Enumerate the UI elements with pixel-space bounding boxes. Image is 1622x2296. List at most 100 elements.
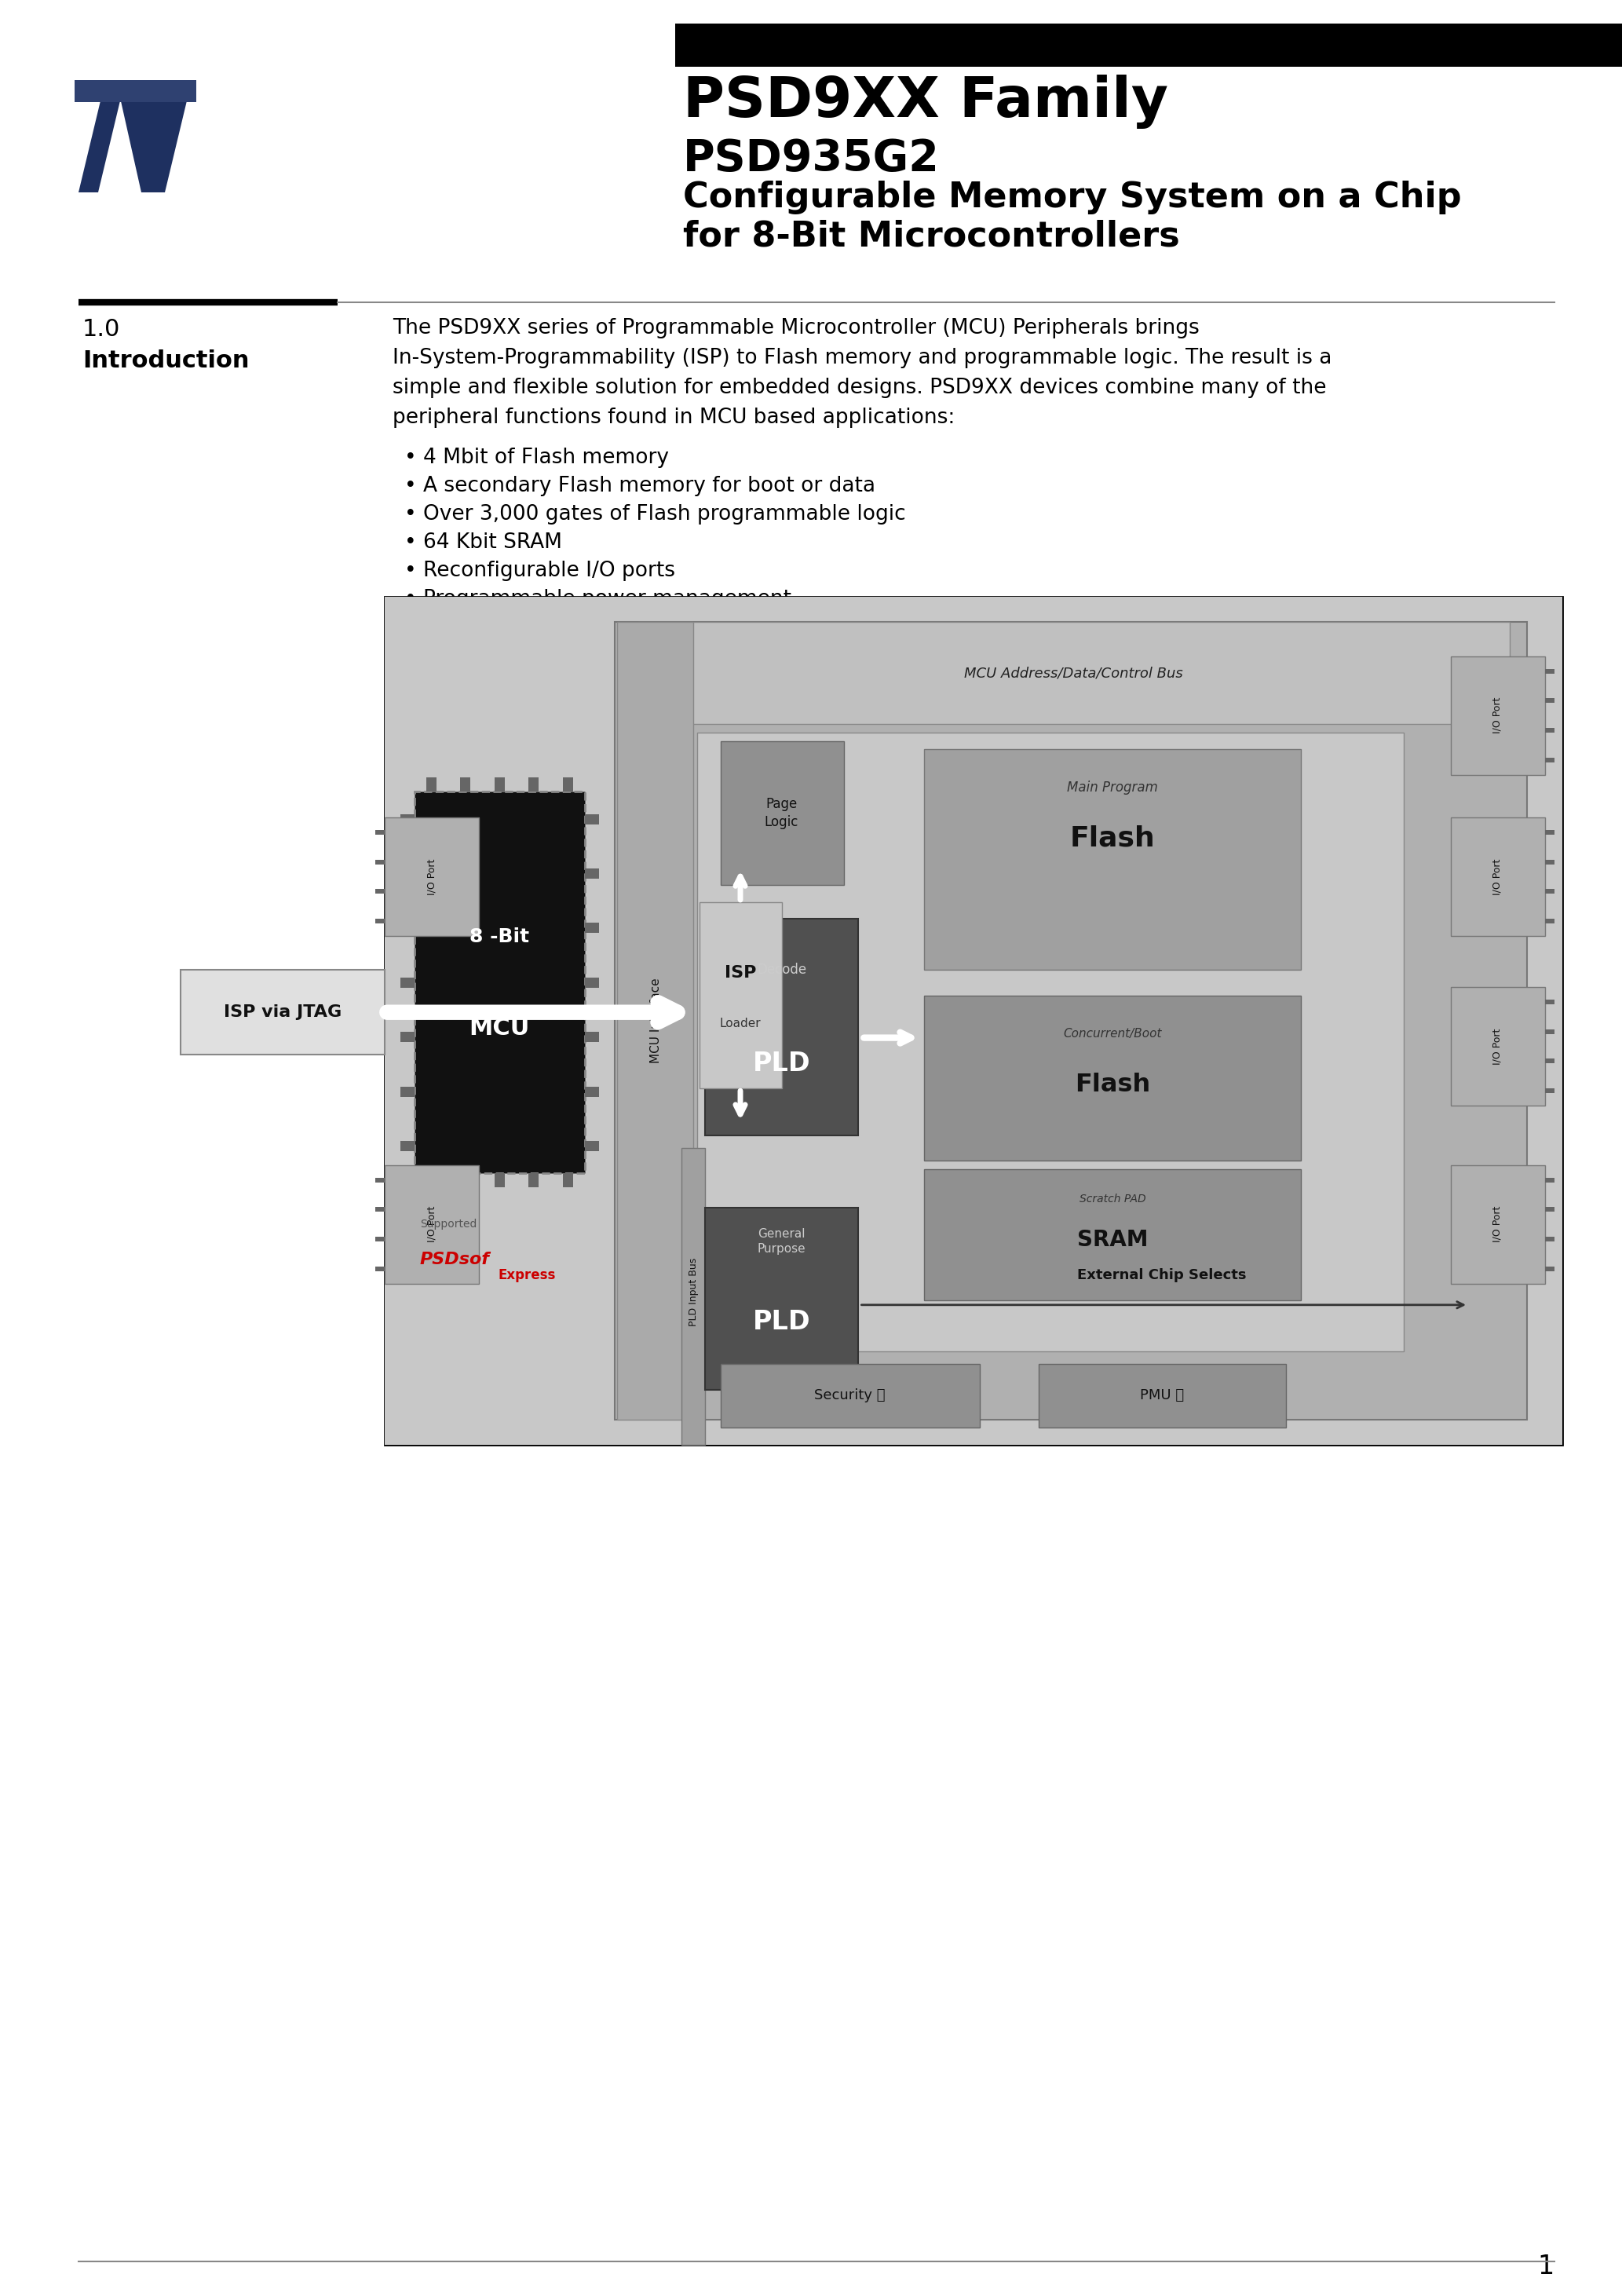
Bar bbox=[586, 923, 599, 932]
Bar bbox=[1544, 1029, 1554, 1033]
Bar bbox=[563, 778, 573, 792]
Bar bbox=[75, 80, 196, 101]
Bar bbox=[401, 1141, 414, 1150]
Bar bbox=[375, 889, 384, 893]
Bar bbox=[1544, 1267, 1554, 1272]
Bar bbox=[529, 1173, 539, 1187]
Text: Introduction: Introduction bbox=[83, 349, 250, 372]
Bar bbox=[495, 1173, 504, 1187]
Bar bbox=[375, 1178, 384, 1182]
Text: I/O Port: I/O Port bbox=[1492, 859, 1502, 895]
Text: PLD Input Bus: PLD Input Bus bbox=[688, 1258, 699, 1327]
Bar bbox=[75, 80, 196, 101]
Bar bbox=[706, 1208, 858, 1389]
Text: 8 -Bit: 8 -Bit bbox=[470, 928, 529, 946]
Bar bbox=[616, 622, 693, 1419]
Bar bbox=[1450, 987, 1544, 1107]
Text: 1.0: 1.0 bbox=[83, 319, 120, 340]
Text: Supported: Supported bbox=[420, 1219, 477, 1231]
Bar bbox=[427, 1173, 436, 1187]
Bar bbox=[1544, 1088, 1554, 1093]
Text: I/O Port: I/O Port bbox=[1492, 1205, 1502, 1242]
Bar bbox=[1450, 657, 1544, 774]
Polygon shape bbox=[120, 94, 188, 193]
Bar bbox=[427, 778, 436, 792]
Text: Loader: Loader bbox=[720, 1017, 761, 1029]
Text: • Reconfigurable I/O ports: • Reconfigurable I/O ports bbox=[404, 560, 675, 581]
Bar bbox=[384, 597, 1562, 1444]
Polygon shape bbox=[78, 94, 122, 193]
Bar bbox=[1450, 1164, 1544, 1283]
Bar bbox=[697, 732, 1403, 1352]
Text: Decode: Decode bbox=[757, 962, 806, 978]
Bar bbox=[1038, 1364, 1286, 1428]
Bar bbox=[925, 748, 1301, 969]
Bar bbox=[375, 859, 384, 863]
Text: ISP: ISP bbox=[725, 964, 756, 980]
Text: External Chip Selects: External Chip Selects bbox=[1077, 1267, 1247, 1281]
Text: ISP via JTAG: ISP via JTAG bbox=[224, 1003, 342, 1019]
Text: I/O Port: I/O Port bbox=[1492, 698, 1502, 735]
Bar bbox=[401, 923, 414, 932]
Bar bbox=[1450, 817, 1544, 937]
Bar bbox=[375, 1267, 384, 1272]
Bar bbox=[401, 1033, 414, 1042]
Bar bbox=[1544, 918, 1554, 923]
Bar bbox=[1544, 829, 1554, 833]
Text: MCU Interface: MCU Interface bbox=[650, 978, 662, 1063]
Text: • 64 Kbit SRAM: • 64 Kbit SRAM bbox=[404, 533, 563, 553]
Text: I/O Port: I/O Port bbox=[427, 859, 436, 895]
Text: simple and flexible solution for embedded designs. PSD9XX devices combine many o: simple and flexible solution for embedde… bbox=[393, 379, 1327, 397]
Bar bbox=[1544, 889, 1554, 893]
Text: SRAM: SRAM bbox=[1077, 1228, 1148, 1251]
Bar bbox=[375, 918, 384, 923]
Bar bbox=[414, 792, 586, 1173]
Text: MCU: MCU bbox=[469, 1017, 530, 1040]
Text: Security 🔒: Security 🔒 bbox=[814, 1389, 886, 1403]
Bar bbox=[681, 1148, 706, 1444]
Bar bbox=[180, 969, 384, 1054]
Text: for 8-Bit Microcontrollers: for 8-Bit Microcontrollers bbox=[683, 220, 1179, 253]
Bar bbox=[375, 1238, 384, 1242]
Bar bbox=[615, 622, 1526, 1419]
Bar bbox=[461, 778, 470, 792]
Bar bbox=[586, 868, 599, 879]
Text: The PSD9XX series of Programmable Microcontroller (MCU) Peripherals brings: The PSD9XX series of Programmable Microc… bbox=[393, 319, 1199, 338]
Bar bbox=[345, 978, 376, 1047]
Bar bbox=[1544, 668, 1554, 673]
Bar bbox=[1544, 1058, 1554, 1063]
Text: I/O Port: I/O Port bbox=[1492, 1029, 1502, 1065]
Bar bbox=[375, 1208, 384, 1212]
Bar bbox=[1544, 999, 1554, 1003]
Bar bbox=[563, 1173, 573, 1187]
Bar bbox=[586, 1141, 599, 1150]
Bar bbox=[925, 996, 1301, 1162]
Bar bbox=[375, 829, 384, 833]
Bar bbox=[720, 1364, 980, 1428]
Bar bbox=[1544, 1238, 1554, 1242]
Bar bbox=[699, 902, 782, 1088]
Text: • Programmable power management.: • Programmable power management. bbox=[404, 588, 798, 608]
Text: PMU 🔒: PMU 🔒 bbox=[1140, 1389, 1184, 1403]
Text: Main Program: Main Program bbox=[1067, 781, 1158, 794]
Bar bbox=[1544, 698, 1554, 703]
Bar bbox=[1544, 728, 1554, 732]
Bar bbox=[675, 23, 1622, 67]
Text: • 4 Mbit of Flash memory: • 4 Mbit of Flash memory bbox=[404, 448, 668, 468]
Bar bbox=[495, 778, 504, 792]
Bar bbox=[1544, 859, 1554, 863]
Bar bbox=[401, 868, 414, 879]
Bar bbox=[401, 815, 414, 824]
Text: Flash: Flash bbox=[1071, 824, 1155, 852]
Bar bbox=[529, 778, 539, 792]
Bar bbox=[586, 1086, 599, 1097]
Text: peripheral functions found in MCU based applications:: peripheral functions found in MCU based … bbox=[393, 406, 955, 427]
Text: Express: Express bbox=[498, 1267, 556, 1283]
Text: MCU Address/Data/Control Bus: MCU Address/Data/Control Bus bbox=[963, 666, 1182, 680]
Bar bbox=[384, 817, 478, 937]
Text: General
Purpose: General Purpose bbox=[757, 1228, 806, 1254]
Text: Concurrent/Boot: Concurrent/Boot bbox=[1062, 1029, 1161, 1040]
Text: 1: 1 bbox=[1538, 2255, 1554, 2280]
Text: I/O Port: I/O Port bbox=[427, 1205, 436, 1242]
Bar bbox=[637, 622, 1510, 723]
